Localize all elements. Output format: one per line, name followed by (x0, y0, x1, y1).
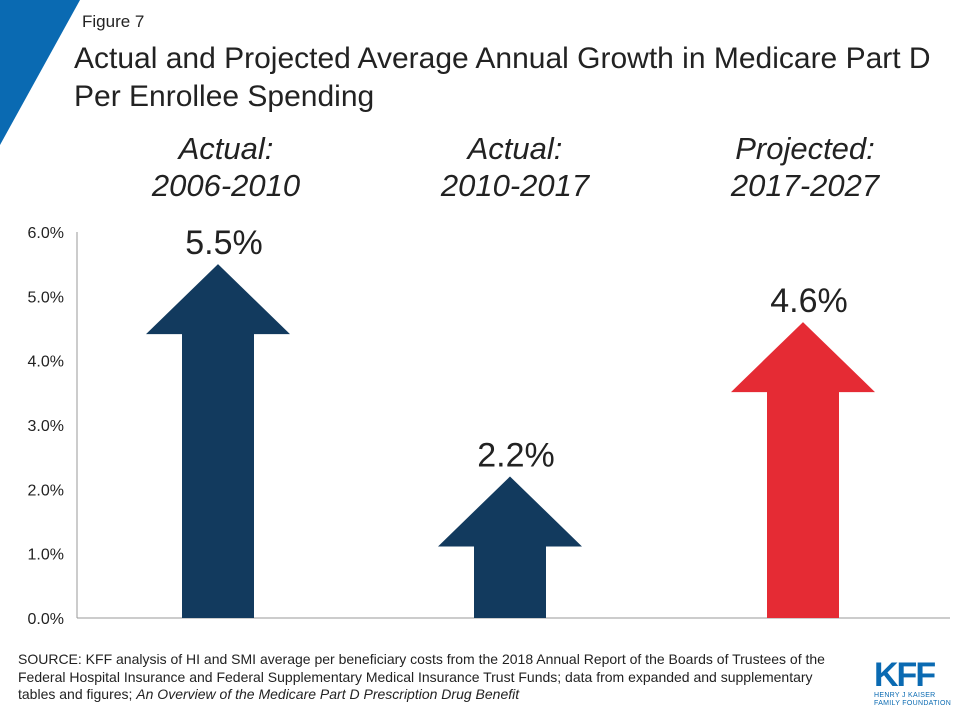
chart-area: 0.0% 1.0% 2.0% 3.0% 4.0% 5.0% 6.0% 5.5% 2.2% 4.6… (28, 224, 950, 628)
data-label-1: 5.5% (185, 224, 263, 262)
logo-subtitle: HENRY J KAISER FAMILY FOUNDATION (874, 692, 954, 708)
y-tick-label: 4.0% (28, 354, 64, 371)
source-italic-text: An Overview of the Medicare Part D Presc… (136, 686, 520, 702)
category-label-1-line1: Actual: (178, 131, 274, 166)
y-tick-label: 2.0% (28, 482, 64, 499)
y-tick-label: 3.0% (28, 418, 64, 435)
corner-accent-triangle (0, 0, 80, 145)
logo-mark: KFF (874, 656, 936, 694)
chart-marks: 5.5% 2.2% 4.6% (146, 224, 875, 618)
logo-line1: HENRY J KAISER (874, 692, 936, 699)
category-label-1: Actual: 2006-2010 (76, 130, 376, 204)
arrow-bar-1 (146, 264, 290, 618)
category-label-3-line2: 2017-2027 (730, 168, 880, 203)
y-tick-label: 5.0% (28, 289, 64, 306)
category-label-1-line2: 2006-2010 (151, 168, 301, 203)
arrow-bar-2 (438, 476, 582, 618)
source-note: SOURCE: KFF analysis of HI and SMI avera… (18, 651, 848, 704)
y-tick-label: 0.0% (28, 611, 64, 628)
logo-line2: FAMILY FOUNDATION (874, 700, 952, 707)
category-label-3: Projected: 2017-2027 (655, 130, 955, 204)
category-label-2-line1: Actual: (467, 131, 563, 166)
category-label-2: Actual: 2010-2017 (365, 130, 665, 204)
y-tick-label: 1.0% (28, 547, 64, 564)
figure-label: Figure 7 (82, 12, 145, 31)
category-label-3-line1: Projected: (735, 131, 875, 166)
category-label-2-line2: 2010-2017 (440, 168, 590, 203)
data-label-2: 2.2% (477, 436, 555, 474)
chart-title: Actual and Projected Average Annual Grow… (74, 42, 931, 113)
data-label-3: 4.6% (770, 282, 848, 320)
y-tick-label: 6.0% (28, 225, 64, 242)
arrow-bar-3 (731, 322, 875, 618)
source-text: SOURCE: KFF analysis of HI and SMI avera… (18, 651, 825, 702)
kff-logo: KFF HENRY J KAISER FAMILY FOUNDATION (874, 658, 954, 708)
